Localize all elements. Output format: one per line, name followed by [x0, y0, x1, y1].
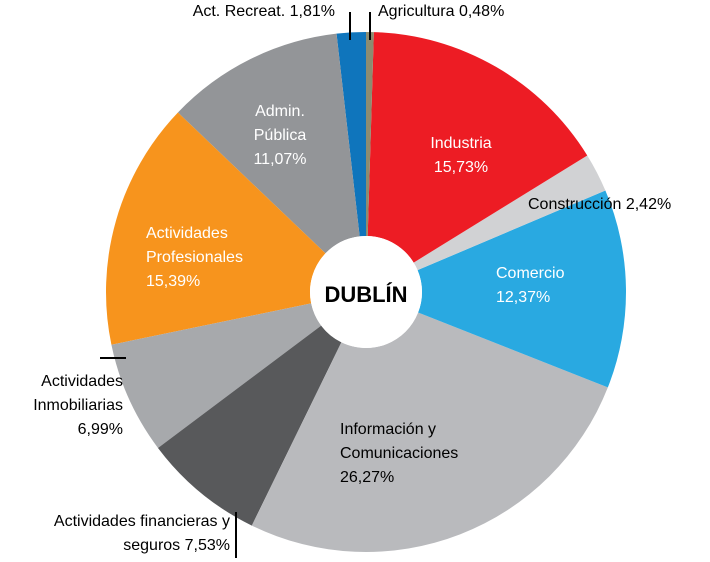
donut-segment	[111, 303, 322, 448]
chart-title: DUBLÍN	[324, 282, 408, 307]
donut-segment	[366, 32, 374, 237]
category-name: Información y Comunicaciones	[340, 421, 459, 462]
donut-segment	[367, 32, 588, 263]
category-name: Comercio	[496, 265, 565, 282]
value-label: 15,73%	[433, 159, 489, 176]
segment-label: Actividades financieras y seguros 7,53%	[10, 510, 230, 558]
value-label: 0,48%	[458, 3, 505, 20]
donut-segment	[336, 32, 366, 237]
segment-label: Información y Comunicaciones 26,27%	[340, 418, 520, 490]
donut-segment	[105, 112, 326, 345]
donut-segment	[413, 155, 606, 271]
category-name: Industria	[430, 135, 492, 152]
value-label: 26,27%	[340, 469, 395, 486]
donut-segment	[417, 190, 626, 388]
category-name: Agricultura	[378, 3, 455, 20]
value-label: 6,99%	[77, 421, 123, 438]
value-label: 11,07%	[253, 151, 307, 168]
segment-label: Construcción 2,42%	[528, 193, 710, 217]
segment-label: Act. Recreat. 1,81%	[130, 0, 335, 24]
value-label: 12,37%	[496, 289, 551, 306]
category-name: Actividades Profesionales	[146, 225, 243, 266]
value-label: 2,42%	[625, 196, 672, 213]
segment-label: Admin. Pública 11,07%	[230, 100, 330, 172]
category-name: Actividades financieras y seguros	[53, 513, 230, 554]
segment-label: Actividades Inmobiliarias 6,99%	[5, 370, 123, 442]
segment-label: Comercio 12,37%	[496, 262, 626, 310]
segment-label: Actividades Profesionales 15,39%	[146, 222, 286, 294]
value-label: 7,53%	[184, 537, 230, 554]
value-label: 1,81%	[289, 3, 335, 20]
category-name: Act. Recreat.	[192, 3, 286, 20]
donut-segment	[251, 312, 608, 553]
value-label: 15,39%	[146, 273, 201, 290]
donut-segment	[177, 33, 360, 254]
donut-segment	[157, 325, 342, 526]
category-name: Actividades Inmobiliarias	[33, 373, 123, 414]
donut-hole	[310, 236, 422, 348]
category-name: Construcción	[528, 196, 622, 213]
segment-label: Agricultura 0,48%	[378, 0, 578, 24]
segment-label: Industria 15,73%	[396, 132, 526, 180]
category-name: Admin. Pública	[253, 103, 307, 144]
